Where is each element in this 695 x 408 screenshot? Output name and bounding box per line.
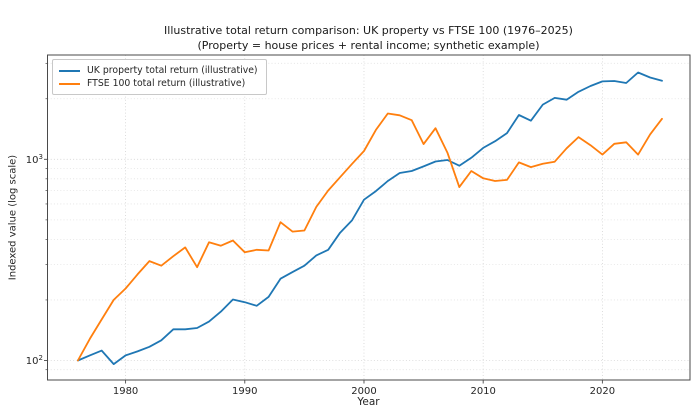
series-line-ftse-100 [77,112,663,362]
legend-label-uk-property: UK property total return (illustrative) [87,65,258,76]
x-tick-label: 2000 [351,386,376,397]
legend-item-uk-property: UK property total return (illustrative) [59,64,258,77]
series-line-uk-property [77,71,663,366]
legend-label-ftse-100: FTSE 100 total return (illustrative) [87,78,246,89]
y-tick-label: 102 [26,354,43,367]
x-tick-label: 1990 [232,386,257,397]
plot-frame [47,54,691,381]
chart-title: Illustrative total return comparison: UK… [47,24,690,53]
legend-swatch-uk-property [59,69,80,72]
legend: UK property total return (illustrative) … [52,59,267,95]
x-tick-label: 2010 [470,386,495,397]
legend-item-ftse-100: FTSE 100 total return (illustrative) [59,77,258,90]
chart-title-line2: (Property = house prices + rental income… [197,38,540,52]
chart-title-line1: Illustrative total return comparison: UK… [164,24,573,37]
x-tick-label: 1980 [113,386,138,397]
x-tick-label: 2020 [590,386,615,397]
y-tick-label: 103 [26,153,43,166]
x-axis-label: Year [357,396,380,408]
legend-swatch-ftse-100 [59,82,80,85]
